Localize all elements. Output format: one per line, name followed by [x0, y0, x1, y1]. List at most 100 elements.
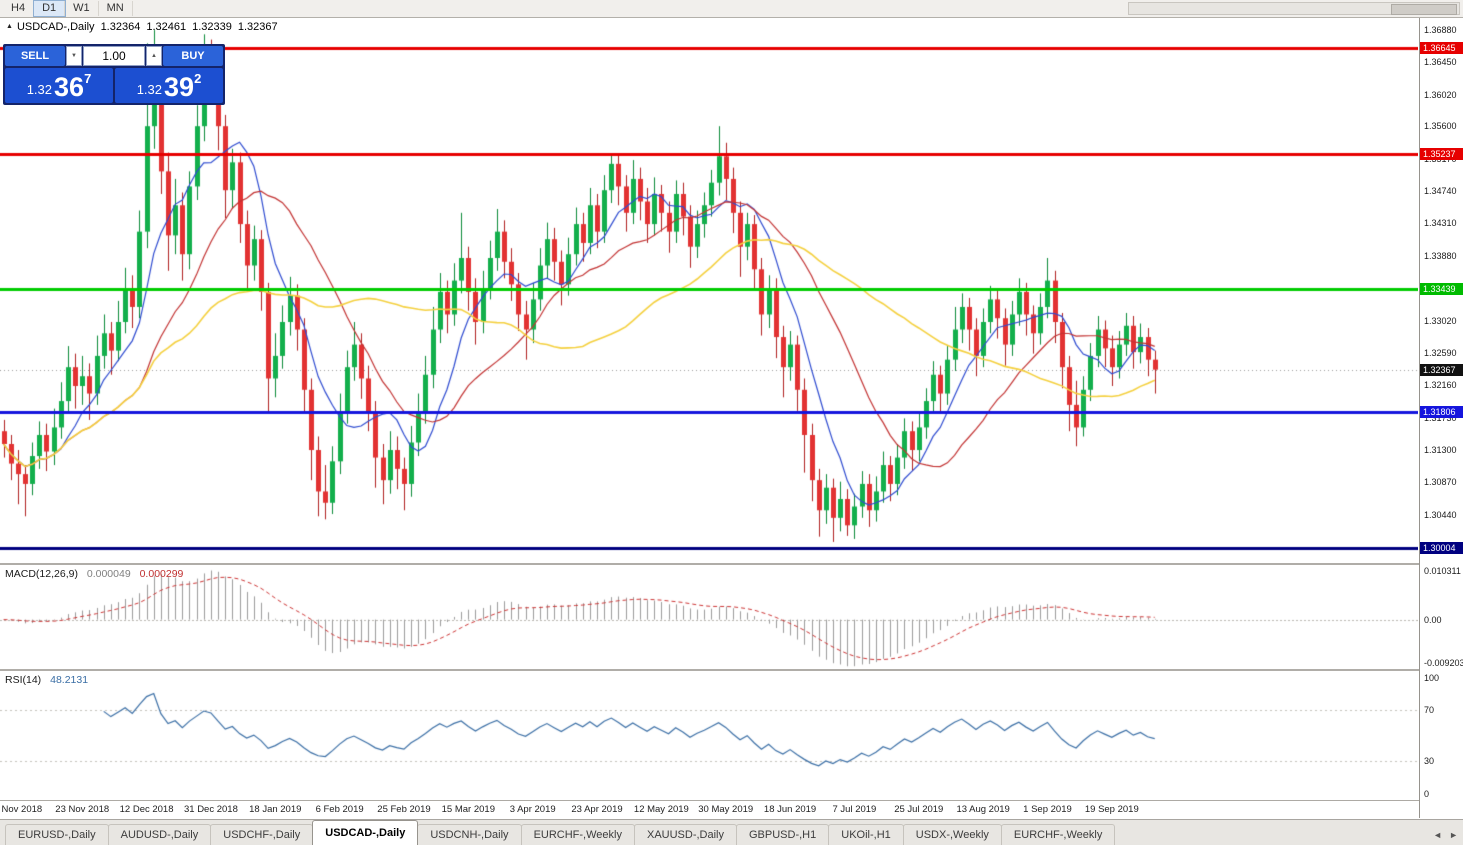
pane-splitter[interactable]: [0, 563, 1463, 565]
date-axis-label: 18 Jun 2019: [763, 804, 817, 815]
rsi-axis-label: 70: [1424, 704, 1435, 715]
volume-decrease-button[interactable]: ▼: [66, 46, 82, 66]
macd-value-main: 0.000049: [86, 568, 131, 580]
date-axis-label: 18 Jan 2019: [249, 804, 302, 815]
tab-usdcnh-daily[interactable]: USDCNH-,Daily: [417, 824, 522, 845]
macd-name: MACD(12,26,9): [5, 568, 78, 580]
price-tick: 1.36450: [1424, 57, 1457, 68]
date-axis-label: 6 Feb 2019: [315, 804, 364, 815]
macd-axis-label: 0.010311: [1424, 566, 1461, 576]
price-tick: 1.35600: [1424, 121, 1457, 132]
sell-button[interactable]: SELL: [5, 46, 65, 66]
timeframe-button-h4[interactable]: H4: [3, 0, 35, 16]
timeframe-group: H4 D1 W1 MN: [0, 0, 1463, 17]
rsi-pane-canvas[interactable]: [0, 671, 1418, 800]
pane-splitter[interactable]: [0, 669, 1463, 671]
chart-scrollbar[interactable]: [1128, 2, 1460, 15]
date-axis-label: 25 Jul 2019: [894, 804, 944, 815]
price-axis[interactable]: 1.368801.364501.360201.356001.351701.347…: [1419, 17, 1463, 818]
date-axis-label: 13 Aug 2019: [956, 804, 1010, 815]
sell-price-big: 36: [54, 72, 85, 102]
price-level-badge: 1.30004: [1420, 541, 1463, 554]
price-tick: 1.33020: [1424, 315, 1457, 326]
rsi-name: RSI(14): [5, 674, 42, 686]
ohlc-open: 1.32364: [100, 21, 141, 33]
tab-xauusd-daily[interactable]: XAUUSD-,Daily: [633, 824, 737, 845]
date-axis-label: 23 Nov 2018: [55, 804, 110, 815]
volume-increase-button[interactable]: ▲: [146, 46, 162, 66]
chart-symbol-label: USDCAD-,Daily: [16, 21, 95, 33]
buy-button[interactable]: BUY: [163, 46, 223, 66]
ohlc-low: 1.32339: [192, 21, 232, 33]
chart-tab-bar: EURUSD-,Daily AUDUSD-,Daily USDCHF-,Daily U…: [0, 819, 1463, 845]
tab-scroll-left-button[interactable]: ◄: [1433, 830, 1443, 840]
tab-usdx-weekly[interactable]: USDX-,Weekly: [902, 824, 1002, 845]
tab-gbpusd-h1[interactable]: GBPUSD-,H1: [736, 824, 830, 845]
chart-tabs: EURUSD-,Daily AUDUSD-,Daily USDCHF-,Daily U…: [0, 820, 1463, 845]
date-axis-label: 25 Feb 2019: [377, 804, 431, 815]
tab-usdcad-daily[interactable]: USDCAD-,Daily: [312, 820, 419, 845]
timeframe-button-mn[interactable]: MN: [99, 0, 133, 16]
chart-title: ▲ USDCAD-,Daily 1.32364 1.32461 1.32339 1.323…: [6, 21, 278, 33]
buy-price-big: 39: [164, 72, 195, 102]
macd-axis-label: 0.00: [1424, 614, 1442, 625]
date-axis-label: 30 May 2019: [698, 804, 754, 815]
toolbar: H4 D1 W1 MN: [0, 0, 1463, 18]
tab-scroll-right-button[interactable]: ►: [1449, 830, 1458, 840]
price-tick: 1.34740: [1424, 185, 1457, 196]
trade-prices-row: 1.32 36 7 1.32 39 2: [5, 68, 223, 103]
tab-eurchf-weekly[interactable]: EURCHF-,Weekly: [1000, 824, 1116, 845]
chart-scrollbar-thumb[interactable]: [1391, 4, 1457, 15]
date-axis-label: 5 Nov 2018: [0, 804, 43, 815]
rsi-value: 48.2131: [50, 674, 89, 686]
tab-usdchf-daily[interactable]: USDCHF-,Daily: [210, 824, 314, 845]
tab-ukoil-h1[interactable]: UKOil-,H1: [828, 824, 904, 845]
date-axis-label: 7 Jul 2019: [832, 804, 877, 815]
tab-eurusd-daily[interactable]: EURUSD-,Daily: [5, 824, 109, 845]
volume-input[interactable]: [83, 46, 145, 66]
price-tick: 1.31300: [1424, 445, 1457, 456]
date-axis-label: 1 Sep 2019: [1023, 804, 1072, 815]
rsi-axis-label: 30: [1424, 756, 1435, 767]
tab-scroll-arrows: ◄ ►: [1433, 830, 1458, 840]
price-tick: 1.33880: [1424, 250, 1457, 261]
ohlc-close: 1.32367: [237, 21, 278, 33]
sell-price-button[interactable]: 1.32 36 7: [5, 68, 113, 103]
tab-eurchf-weekly[interactable]: EURCHF-,Weekly: [520, 824, 635, 845]
macd-axis-label: -0.009203: [1424, 658, 1463, 668]
price-level-badge: 1.36645: [1420, 41, 1463, 54]
date-axis-label: 31 Dec 2018: [183, 804, 238, 815]
buy-price-button[interactable]: 1.32 39 2: [115, 68, 223, 103]
macd-pane-canvas[interactable]: [0, 565, 1418, 669]
rsi-axis-label: 100: [1424, 673, 1440, 683]
price-tick: 1.30440: [1424, 509, 1457, 520]
date-axis-label: 15 Mar 2019: [441, 804, 495, 815]
price-level-badge: 1.33439: [1420, 282, 1463, 295]
main-chart-canvas[interactable]: [0, 17, 1418, 563]
trade-controls-row: SELL ▼ ▲ BUY: [5, 46, 223, 66]
date-axis[interactable]: 5 Nov 2018 23 Nov 2018 12 Dec 2018 31 Dec 2…: [0, 800, 1419, 819]
price-tick: 1.34310: [1424, 218, 1457, 229]
timeframe-button-d1[interactable]: D1: [33, 0, 67, 17]
macd-value-signal: 0.000299: [139, 568, 184, 580]
tab-audusd-daily[interactable]: AUDUSD-,Daily: [107, 824, 212, 845]
one-click-toggle-icon[interactable]: ▲: [6, 23, 13, 30]
sell-price-prefix: 1.32: [26, 82, 53, 97]
price-level-badge: 1.35237: [1420, 147, 1463, 160]
rsi-label: RSI(14) 48.2131: [5, 674, 88, 686]
price-tick: 1.36880: [1424, 24, 1457, 35]
sell-price-sup: 7: [84, 71, 92, 86]
date-axis-label: 23 Apr 2019: [571, 804, 623, 815]
price-tick: 1.36020: [1424, 89, 1457, 100]
price-tick: 1.30870: [1424, 477, 1457, 488]
timeframe-button-w1[interactable]: W1: [65, 0, 99, 16]
current-price-badge: 1.32367: [1420, 363, 1463, 376]
macd-label: MACD(12,26,9) 0.000049 0.000299: [5, 568, 183, 580]
date-axis-label: 3 Apr 2019: [509, 804, 556, 815]
price-tick: 1.32590: [1424, 347, 1457, 358]
price-tick: 1.32160: [1424, 380, 1457, 391]
price-level-badge: 1.31806: [1420, 405, 1463, 418]
date-axis-label: 12 Dec 2018: [119, 804, 174, 815]
buy-price-sup: 2: [194, 71, 202, 86]
